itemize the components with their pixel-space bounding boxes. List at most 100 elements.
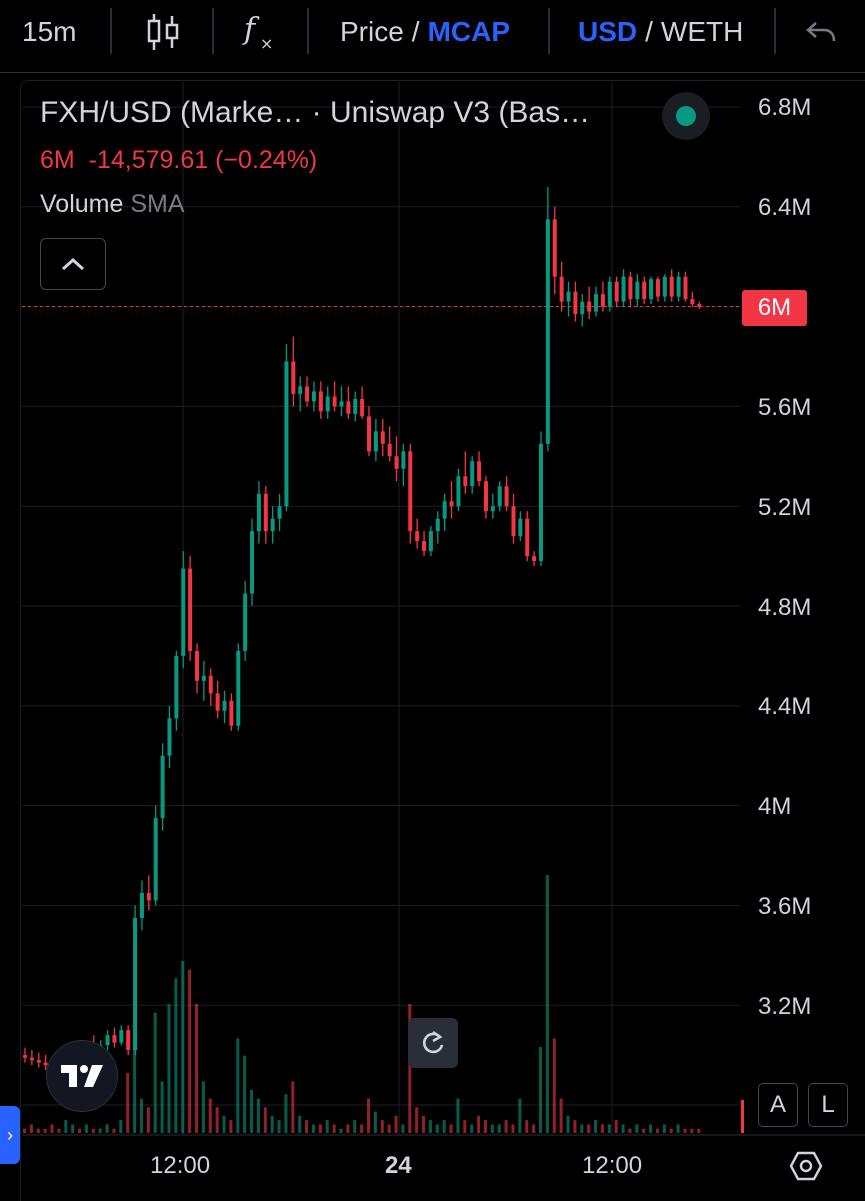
volume-bar [256,1098,260,1133]
y-tick: 5.2M [758,494,812,521]
volume-bar [167,1004,171,1133]
price-mcap-toggle[interactable]: Price / MCAP [340,0,510,64]
toolbar-divider [110,8,112,54]
chart-panel [20,80,865,1201]
candles-icon [147,14,179,50]
candle-body [380,431,385,444]
volume-bar [174,978,178,1133]
volume-bar [470,1124,474,1133]
collapse-legend-button[interactable] [40,238,106,290]
undo-icon [806,22,836,42]
currency-toggle[interactable]: USD / WETH [578,0,743,64]
tradingview-logo-icon [61,1065,103,1087]
volume-bar [84,1124,88,1133]
volume-bar [669,1128,673,1133]
auto-scale-button[interactable]: A [758,1083,798,1127]
candle-body [332,396,337,407]
candle-body [298,386,303,394]
candle-body [470,461,475,487]
market-status[interactable] [662,92,710,140]
volume-bar [250,1090,254,1133]
volume-bar [683,1128,687,1133]
candle-body [525,518,530,557]
volume-bar [236,1038,240,1133]
volume-bar [415,1107,419,1133]
volume-bar [208,1098,212,1133]
volume-bar [380,1120,384,1133]
volume-bar [98,1128,102,1133]
toggle-separator: / [411,16,420,47]
candle-body [105,1035,110,1046]
volume-bar [373,1111,377,1133]
undo-button[interactable] [804,12,838,52]
volume-bar [139,1098,143,1133]
volume-bar [449,1124,453,1133]
volume-bar [291,1081,295,1133]
volume-bar [662,1124,666,1133]
y-tick: 4.8M [758,594,812,621]
candle-body [346,401,351,414]
candle-body [112,1035,117,1043]
price-option[interactable]: Price [340,16,404,47]
candle-body [504,486,509,507]
sma-label: SMA [130,190,185,218]
volume-bar [50,1124,54,1133]
volume-bar [353,1120,357,1133]
x-tick: 12:00 [150,1152,211,1179]
candle-body [133,917,138,1051]
volume-bar [741,1100,744,1133]
usd-option[interactable]: USD [578,16,638,47]
candle-body [174,655,179,719]
candle-body [29,1057,34,1061]
weth-option[interactable]: WETH [660,16,744,47]
candle-body [628,276,633,300]
indicators-button[interactable]: f × [240,8,280,56]
candle-body [532,556,537,562]
volume-bar [628,1128,632,1133]
volume-bar [442,1120,446,1133]
volume-label: Volume [40,190,124,218]
volume-bar [229,1120,233,1133]
reset-chart-button[interactable] [408,1018,458,1068]
volume-bar [607,1124,611,1133]
chart-settings-button[interactable] [788,1148,824,1184]
candle-body [394,456,399,469]
candle-body [697,304,702,307]
mcap-option[interactable]: MCAP [427,16,511,47]
volume-indicator-legend[interactable]: Volume SMA [40,190,185,219]
candle-body [229,700,234,726]
y-tick: 5.6M [758,394,812,421]
candle-body [373,431,378,452]
candle-body [594,294,599,312]
volume-bar [43,1128,47,1133]
volume-bar [195,1004,198,1133]
candle-body [367,416,371,452]
volume-bar [71,1124,75,1133]
symbol-title[interactable]: FXH/USD (Marke… · Uniswap V3 (Bas… [40,96,591,129]
chart-type-button[interactable] [140,8,186,56]
volume-bar [573,1120,577,1133]
x-tick: 24 [385,1152,412,1179]
volume-bar [697,1128,701,1133]
volume-bar [580,1124,584,1133]
volume-bar [408,1004,412,1133]
candle-body [621,276,626,302]
volume-bar [339,1128,343,1133]
candle-body [339,401,344,407]
log-scale-button[interactable]: L [808,1083,848,1127]
volume-bar [566,1115,570,1133]
side-panel-toggle[interactable]: › [0,1106,20,1164]
volume-bar [332,1124,336,1133]
volume-bar [222,1115,226,1133]
interval-label: 15m [22,16,77,47]
tradingview-logo[interactable] [46,1040,118,1112]
candle-body [126,1030,131,1051]
candle-body [318,391,323,412]
interval-button[interactable]: 15m [22,0,76,64]
candle-body [559,276,564,302]
volume-bar [600,1124,604,1133]
y-tick: 3.6M [758,893,812,920]
volume-bar [188,969,192,1133]
candle-body [552,219,557,277]
